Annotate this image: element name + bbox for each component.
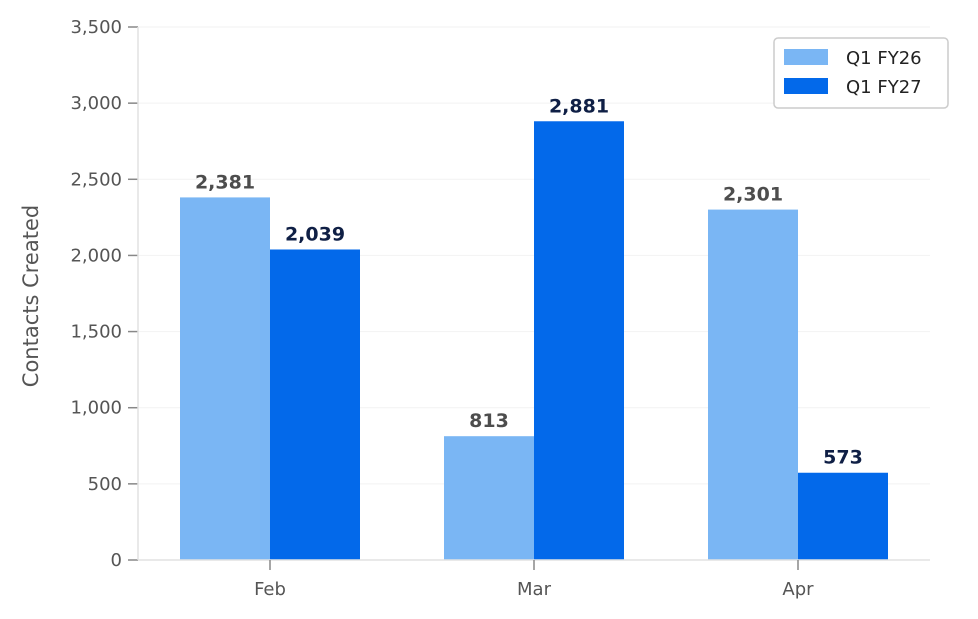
data-label: 813: [469, 410, 509, 432]
bar: [534, 121, 624, 560]
bar: [180, 197, 270, 560]
data-label: 2,881: [549, 95, 609, 117]
legend: Q1 FY26 Q1 FY27: [773, 37, 949, 109]
legend-swatch: [784, 78, 828, 94]
data-label: 2,381: [195, 171, 255, 193]
y-tick-label: 1,500: [70, 322, 122, 343]
bars: [180, 121, 888, 560]
y-tick-label: 500: [88, 474, 122, 495]
legend-label: Q1 FY26: [846, 48, 922, 69]
bar: [444, 436, 534, 560]
y-tick-label: 2,000: [70, 245, 122, 266]
x-tick-label: Feb: [254, 579, 286, 600]
bar: [270, 249, 360, 560]
y-tick-label: 0: [111, 550, 122, 571]
data-label: 2,039: [285, 223, 345, 245]
x-tick-label: Apr: [782, 579, 814, 600]
axes: 0 500 1,000 1,500 2,000 2,500 3,000 3,500 Feb Mar…: [70, 17, 930, 600]
data-label: 2,301: [723, 184, 783, 206]
data-labels: 2,381 2,039 813 2,881 2,301 573: [195, 95, 863, 468]
legend-swatch: [784, 49, 828, 65]
y-axis-title: Contacts Created: [19, 205, 43, 387]
bar: [708, 209, 798, 560]
y-tick-label: 3,000: [70, 93, 122, 114]
data-label: 573: [823, 447, 863, 469]
x-tick-label: Mar: [517, 579, 552, 600]
y-tick-label: 1,000: [70, 398, 122, 419]
y-tick-label: 2,500: [70, 169, 122, 190]
legend-label: Q1 FY27: [846, 77, 922, 98]
y-tick-label: 3,500: [70, 17, 122, 38]
bar: [798, 472, 888, 560]
